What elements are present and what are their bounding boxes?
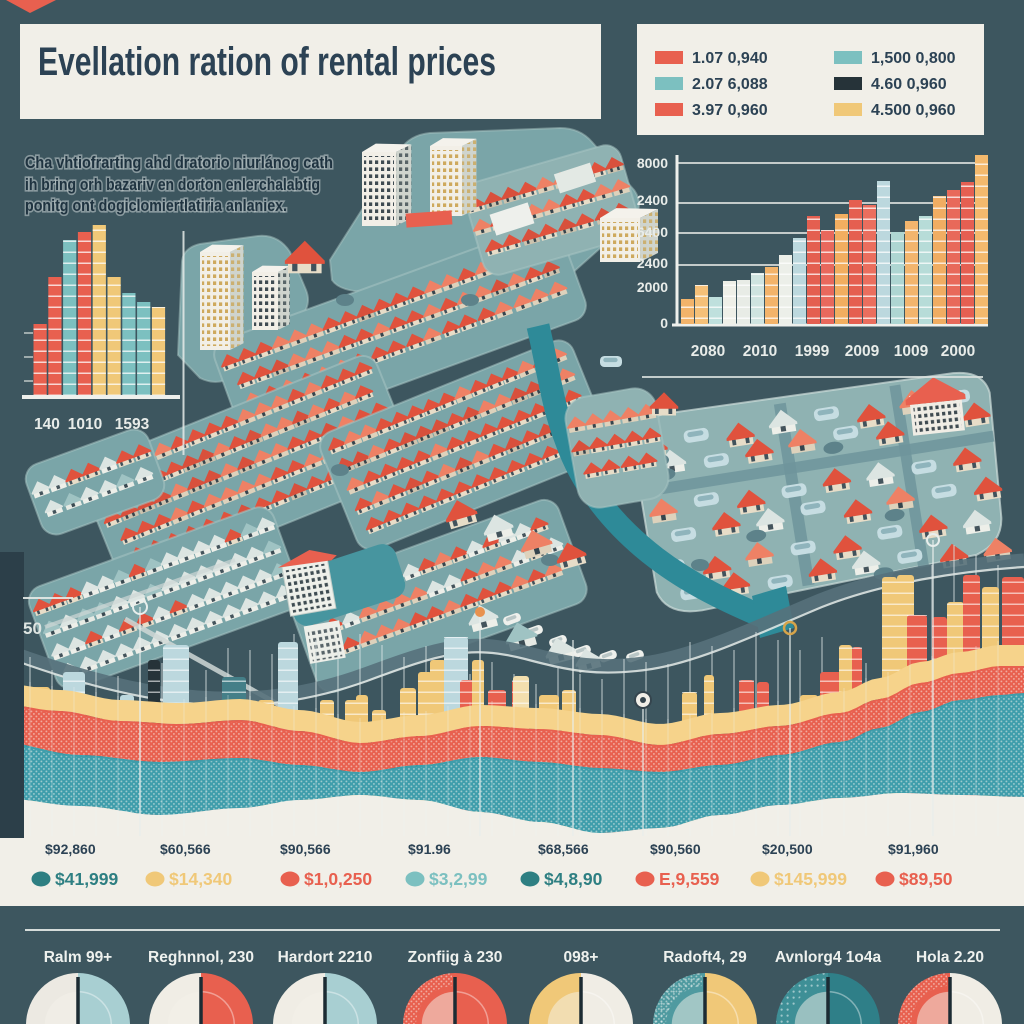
svg-text:1010: 1010: [68, 416, 102, 433]
svg-text:Avnlorg4 1o4a: Avnlorg4 1o4a: [775, 949, 882, 966]
svg-text:2010: 2010: [743, 343, 777, 360]
svg-text:Radoft4, 29: Radoft4, 29: [663, 949, 747, 966]
svg-text:2000: 2000: [941, 343, 975, 360]
svg-text:Evellation ration of rental pr: Evellation ration of rental prices: [38, 40, 496, 84]
svg-text:$92,860: $92,860: [45, 841, 96, 857]
svg-text:$90,566: $90,566: [280, 841, 331, 857]
svg-text:E,9,559: E,9,559: [659, 869, 720, 889]
svg-text:2400: 2400: [637, 192, 668, 208]
svg-text:ponitg ont dogiclomiertlatiria: ponitg ont dogiclomiertlatiria anlaniex.: [25, 197, 287, 215]
svg-text:$90,560: $90,560: [650, 841, 701, 857]
svg-text:$4,8,90: $4,8,90: [544, 869, 603, 889]
svg-text:Ralm 99+: Ralm 99+: [44, 949, 113, 966]
svg-text:1593: 1593: [115, 416, 150, 433]
svg-text:$68,566: $68,566: [538, 841, 589, 857]
svg-text:4.60 0,960: 4.60 0,960: [871, 76, 947, 93]
svg-text:140: 140: [34, 416, 60, 433]
svg-text:ih bring orh bazariv en dorton: ih bring orh bazariv en dorton enlerchal…: [25, 176, 320, 194]
svg-text:ih bring orh bazariv en dorton: ih bring orh bazariv en dorton enlerchal…: [25, 176, 320, 194]
svg-text:$41,999: $41,999: [55, 869, 119, 889]
svg-text:3.97 0,960: 3.97 0,960: [692, 102, 768, 119]
svg-text:$89,50: $89,50: [899, 869, 953, 889]
svg-text:1999: 1999: [795, 343, 830, 360]
svg-text:1,500 0,800: 1,500 0,800: [871, 50, 956, 67]
svg-text:2400: 2400: [637, 255, 668, 271]
svg-text:$14,340: $14,340: [169, 869, 233, 889]
svg-text:$91,960: $91,960: [888, 841, 939, 857]
svg-text:Hola 2.20: Hola 2.20: [916, 949, 984, 966]
svg-text:0: 0: [660, 315, 668, 331]
svg-text:Cha vhtiofrarting ahd dratorio: Cha vhtiofrarting ahd dratorio niurlánog…: [25, 154, 333, 172]
svg-text:2.07 6,088: 2.07 6,088: [692, 76, 768, 93]
svg-text:$91.96: $91.96: [408, 841, 451, 857]
svg-text:6400: 6400: [637, 224, 668, 240]
svg-text:ponitg ont dogiclomiertlatiria: ponitg ont dogiclomiertlatiria anlaniex.: [25, 197, 287, 215]
svg-text:$145,999: $145,999: [774, 869, 847, 889]
svg-text:1009: 1009: [894, 343, 929, 360]
svg-text:1.07 0,940: 1.07 0,940: [692, 50, 768, 67]
svg-text:2000: 2000: [637, 279, 668, 295]
svg-text:$1,0,250: $1,0,250: [304, 869, 372, 889]
svg-text:2080: 2080: [691, 343, 725, 360]
svg-text:098+: 098+: [564, 949, 599, 966]
svg-text:8000: 8000: [637, 155, 668, 171]
svg-text:Reghnnol, 230: Reghnnol, 230: [148, 949, 254, 966]
svg-text:$20,500: $20,500: [762, 841, 813, 857]
svg-text:Hardort 2210: Hardort 2210: [278, 949, 373, 966]
svg-text:Zonfiig à 230: Zonfiig à 230: [408, 949, 503, 966]
svg-text:50: 50: [23, 619, 42, 638]
svg-text:Cha vhtiofrarting ahd dratorio: Cha vhtiofrarting ahd dratorio niurlánog…: [25, 154, 333, 172]
svg-text:$60,566: $60,566: [160, 841, 211, 857]
svg-text:2009: 2009: [845, 343, 880, 360]
svg-text:$3,2,99: $3,2,99: [429, 869, 488, 889]
svg-text:4.500 0,960: 4.500 0,960: [871, 102, 956, 119]
